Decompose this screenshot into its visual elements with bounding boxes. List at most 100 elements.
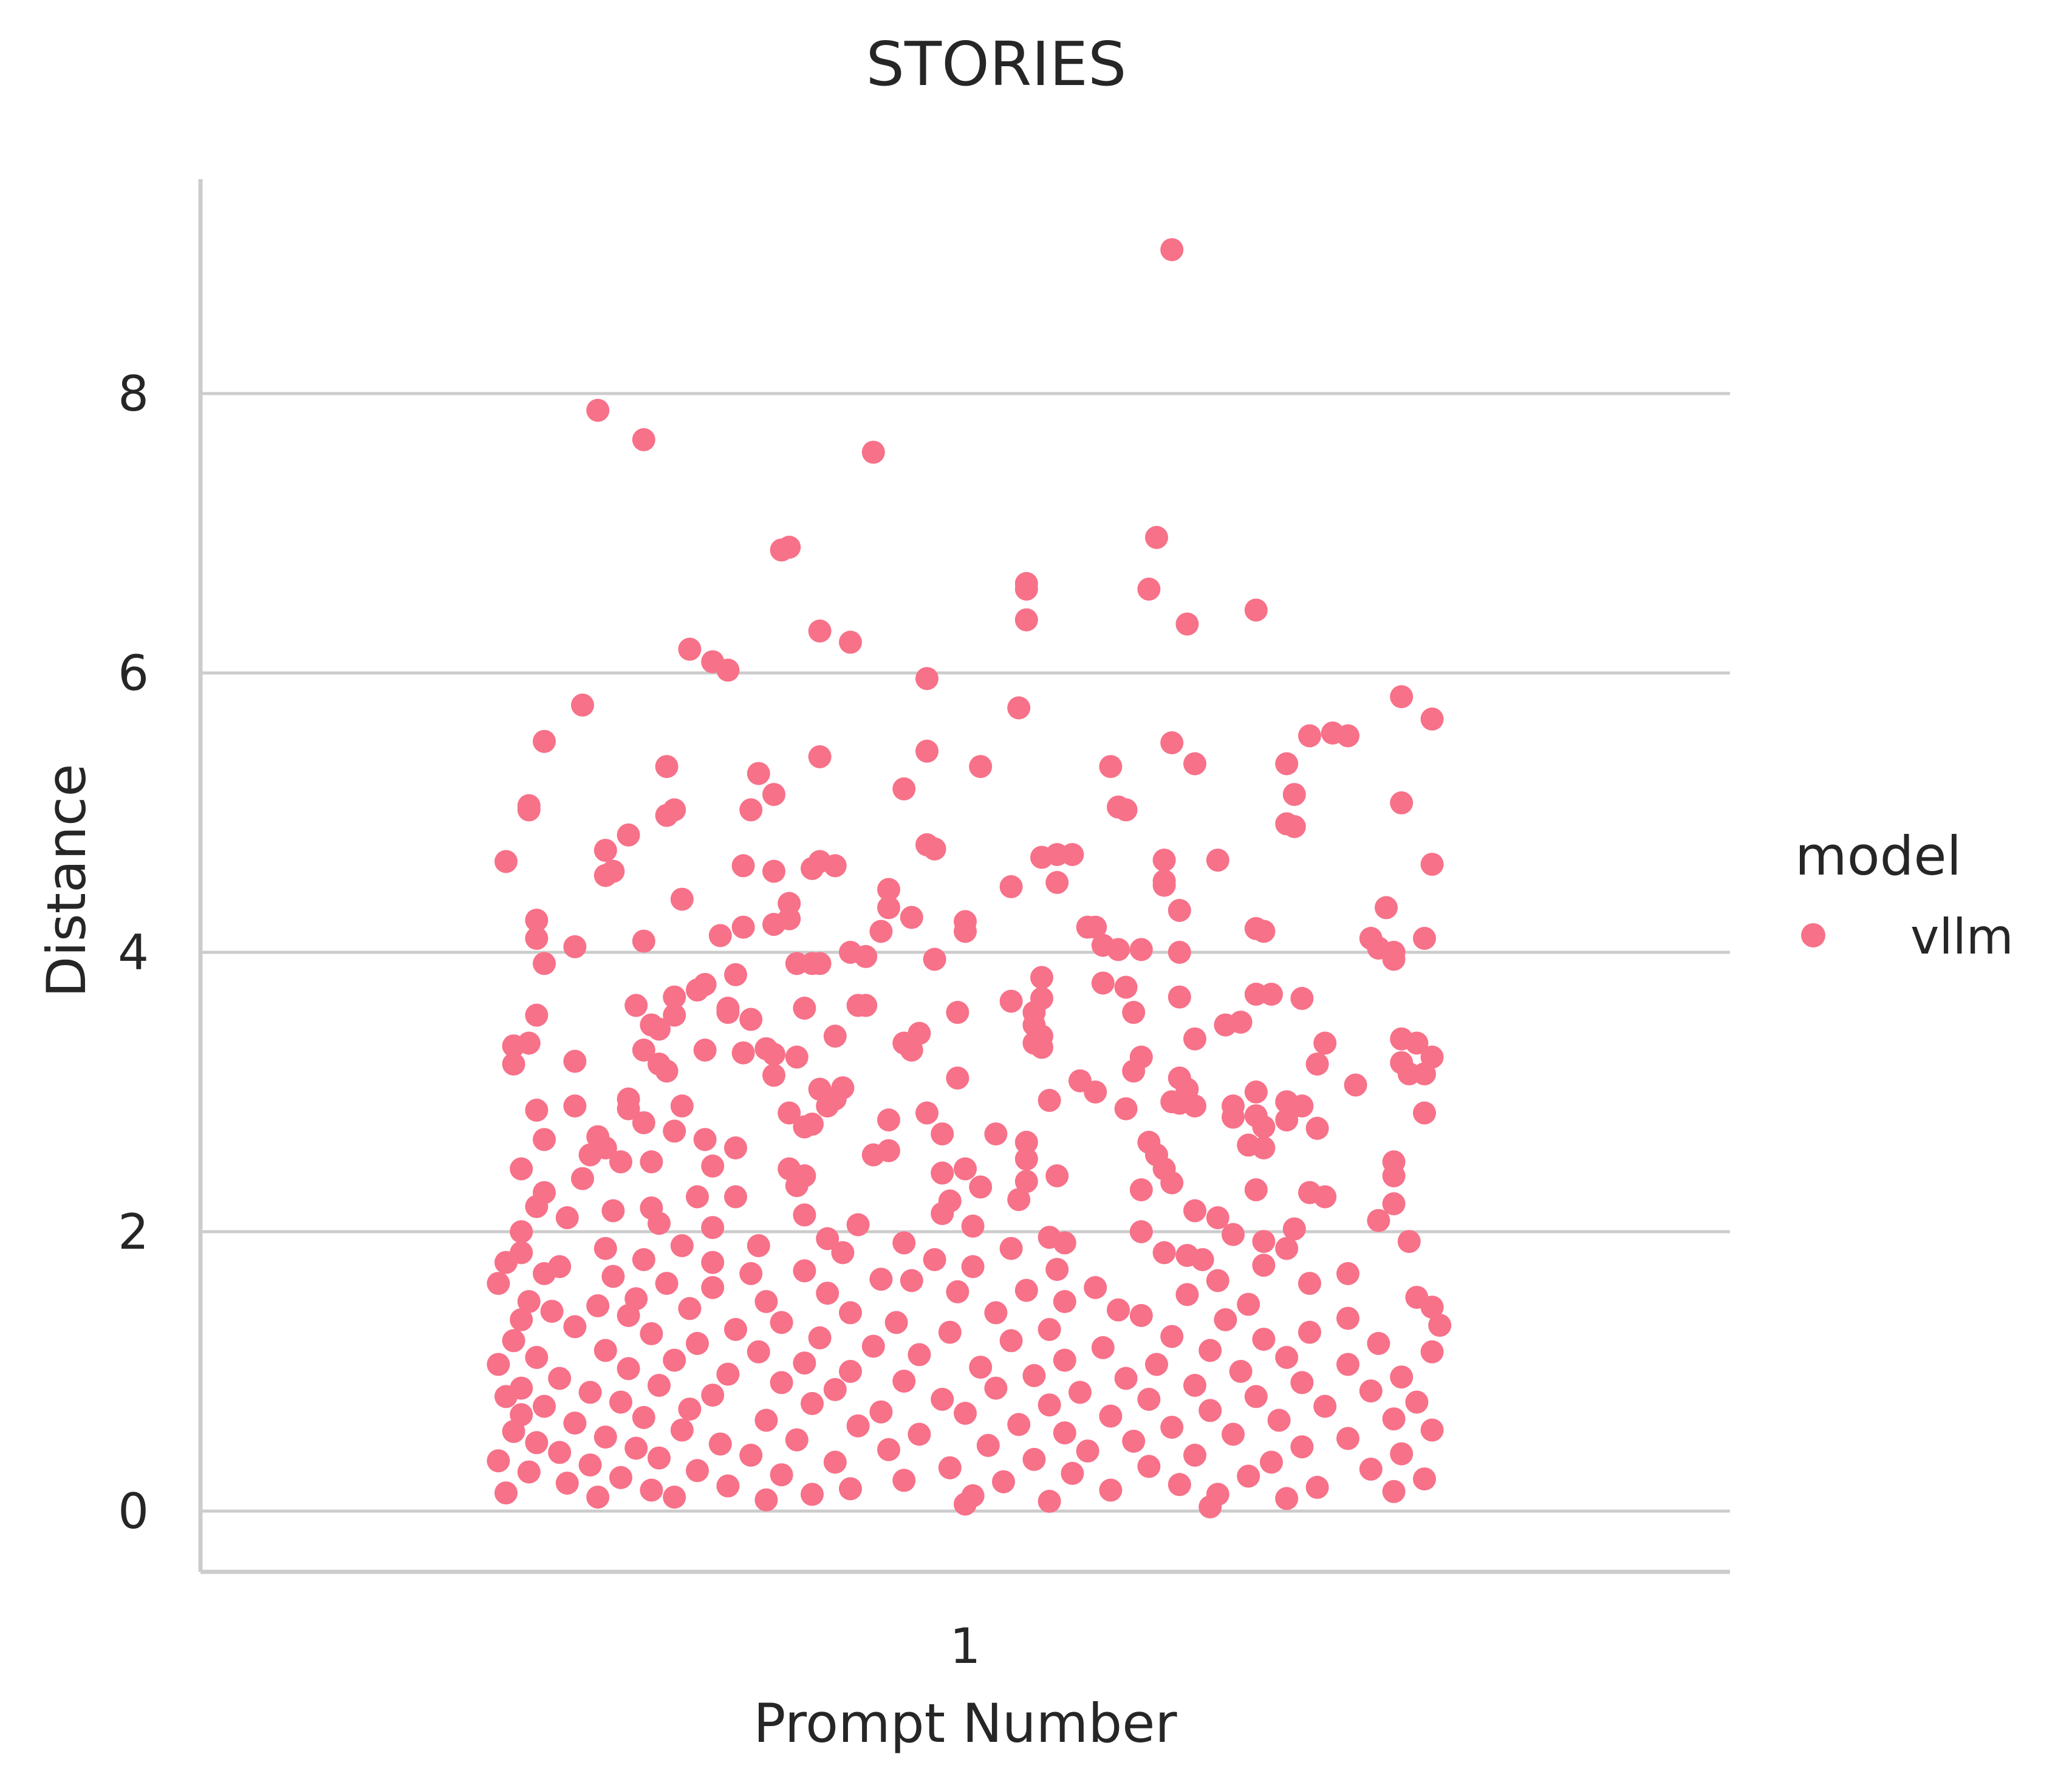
- data-point: [648, 1017, 671, 1041]
- data-point: [1198, 1339, 1222, 1362]
- data-point: [808, 1326, 832, 1350]
- data-point: [747, 1234, 770, 1257]
- data-point: [593, 1339, 617, 1362]
- data-point: [1160, 1325, 1184, 1348]
- data-point: [747, 762, 770, 785]
- data-point: [1336, 724, 1359, 748]
- data-point: [1229, 1360, 1253, 1383]
- data-point: [1122, 1059, 1146, 1083]
- data-point: [502, 1419, 525, 1443]
- data-point: [816, 1094, 839, 1118]
- data-point: [1244, 983, 1268, 1006]
- data-point: [1129, 938, 1153, 961]
- data-point: [1076, 915, 1099, 939]
- data-point: [1336, 1306, 1359, 1330]
- data-point: [555, 1206, 579, 1229]
- data-point: [1298, 1272, 1321, 1295]
- data-point: [1114, 1367, 1138, 1390]
- data-point: [793, 997, 816, 1020]
- data-point: [487, 1272, 510, 1295]
- data-point: [1375, 896, 1398, 920]
- data-point: [701, 1251, 725, 1274]
- data-point: [1260, 1450, 1283, 1474]
- data-point: [854, 944, 878, 968]
- data-point: [1038, 1088, 1061, 1112]
- data-point: [1053, 1421, 1076, 1445]
- data-point: [548, 1441, 572, 1464]
- data-point: [1014, 608, 1038, 632]
- data-point: [1091, 1336, 1115, 1359]
- data-point: [1275, 1346, 1299, 1369]
- data-point: [1413, 1467, 1436, 1491]
- data-point: [708, 1432, 732, 1456]
- legend: model vllm: [1795, 825, 2014, 965]
- data-point: [663, 1348, 686, 1372]
- data-point: [617, 823, 640, 847]
- data-point: [839, 1477, 862, 1501]
- data-point: [571, 693, 594, 717]
- data-point: [724, 1185, 747, 1209]
- data-point: [525, 927, 549, 950]
- data-point: [1382, 1407, 1406, 1431]
- data-point: [854, 994, 878, 1017]
- data-point: [655, 804, 679, 827]
- data-point: [823, 1377, 847, 1401]
- data-point: [984, 1301, 1008, 1325]
- data-point: [1137, 578, 1161, 601]
- data-point: [892, 1370, 916, 1393]
- data-point: [816, 1227, 839, 1251]
- data-point: [533, 1128, 556, 1152]
- data-point: [1305, 1053, 1329, 1076]
- data-point: [1053, 1290, 1076, 1313]
- data-point: [923, 1248, 946, 1271]
- data-point: [1168, 941, 1191, 964]
- data-point: [931, 1388, 954, 1411]
- data-point: [739, 798, 763, 822]
- data-point: [1420, 707, 1444, 731]
- data-point: [1168, 1473, 1191, 1497]
- data-point: [1413, 1062, 1436, 1086]
- data-point: [1014, 1170, 1038, 1193]
- data-point: [808, 745, 832, 768]
- data-point: [640, 1322, 663, 1345]
- data-point: [762, 1042, 785, 1066]
- data-point: [1252, 1230, 1276, 1254]
- data-point: [1367, 1209, 1390, 1232]
- data-point: [846, 1414, 870, 1438]
- data-point: [494, 1385, 518, 1408]
- data-point: [877, 1108, 900, 1131]
- data-point: [716, 658, 740, 682]
- data-point: [1084, 1080, 1107, 1104]
- data-point: [816, 1282, 839, 1305]
- data-point: [1168, 899, 1191, 922]
- data-point: [931, 1161, 954, 1185]
- data-point: [586, 1486, 610, 1509]
- data-point: [731, 854, 755, 878]
- data-point: [1290, 986, 1314, 1010]
- data-point: [1390, 791, 1414, 814]
- data-point: [731, 1041, 755, 1065]
- data-point: [861, 1334, 885, 1358]
- data-point: [793, 1203, 816, 1227]
- data-point: [678, 1297, 702, 1320]
- data-point: [954, 920, 977, 943]
- data-point: [1336, 1427, 1359, 1450]
- data-point: [1122, 1000, 1146, 1024]
- data-point: [632, 1111, 655, 1135]
- data-point: [578, 1453, 602, 1477]
- data-point: [1137, 1388, 1161, 1411]
- data-point: [648, 1374, 671, 1397]
- data-point: [632, 929, 655, 953]
- data-point: [931, 1122, 954, 1145]
- data-point: [693, 1039, 717, 1062]
- data-point: [770, 1371, 793, 1394]
- data-point: [701, 1216, 725, 1240]
- data-point: [1282, 783, 1306, 807]
- data-point: [601, 1265, 625, 1288]
- data-point: [648, 1212, 671, 1235]
- data-point: [1237, 1464, 1260, 1488]
- data-point: [1244, 1178, 1268, 1201]
- data-point: [1175, 612, 1199, 636]
- data-point: [747, 1340, 770, 1363]
